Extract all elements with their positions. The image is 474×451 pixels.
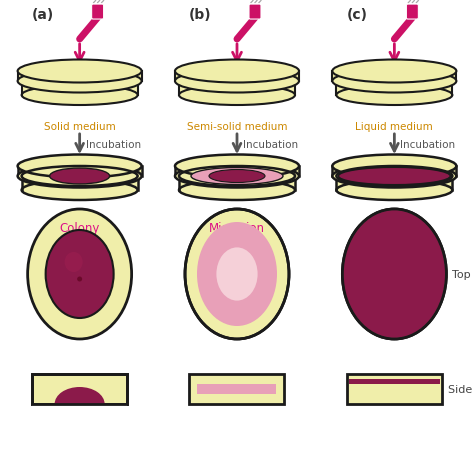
Bar (179, 177, 295, 191)
Ellipse shape (46, 230, 114, 318)
FancyBboxPatch shape (406, 5, 419, 20)
Bar (187, 82, 287, 86)
Bar (332, 72, 456, 82)
Text: Colony: Colony (59, 221, 100, 235)
FancyBboxPatch shape (91, 5, 104, 20)
Text: Liquid medium: Liquid medium (356, 122, 433, 132)
Text: Incubation: Incubation (86, 140, 141, 150)
Ellipse shape (18, 70, 142, 93)
Bar (18, 166, 142, 177)
Ellipse shape (50, 169, 109, 184)
Bar (32, 374, 127, 404)
Ellipse shape (337, 180, 452, 201)
Text: Incubation: Incubation (243, 140, 298, 150)
Ellipse shape (342, 210, 447, 339)
Ellipse shape (179, 72, 295, 92)
Ellipse shape (179, 180, 295, 201)
Ellipse shape (343, 211, 446, 338)
Text: (c): (c) (346, 8, 367, 22)
Bar (347, 374, 442, 404)
Ellipse shape (215, 246, 259, 302)
Text: (a): (a) (32, 8, 54, 22)
Text: Migration: Migration (209, 221, 265, 235)
Bar (22, 177, 137, 191)
Text: Incubation: Incubation (401, 140, 456, 150)
Ellipse shape (337, 86, 452, 106)
Text: (b): (b) (189, 8, 211, 22)
Ellipse shape (191, 168, 283, 185)
Ellipse shape (332, 60, 456, 83)
Ellipse shape (22, 180, 137, 201)
Ellipse shape (30, 74, 129, 90)
Ellipse shape (18, 60, 142, 83)
Bar (337, 82, 452, 96)
Bar (337, 177, 452, 191)
Ellipse shape (209, 170, 265, 183)
Text: Solid medium: Solid medium (44, 122, 116, 132)
Ellipse shape (55, 387, 105, 421)
Ellipse shape (332, 165, 456, 188)
Text: Semi-solid medium: Semi-solid medium (187, 122, 287, 132)
Ellipse shape (337, 72, 452, 92)
Ellipse shape (338, 168, 450, 185)
Ellipse shape (179, 166, 295, 187)
Ellipse shape (185, 210, 289, 339)
Circle shape (77, 277, 82, 282)
Ellipse shape (27, 210, 132, 339)
FancyBboxPatch shape (249, 5, 261, 20)
Ellipse shape (337, 166, 452, 187)
Bar (175, 72, 299, 82)
Bar (332, 166, 456, 177)
Bar (32, 374, 127, 404)
Text: Top view: Top view (452, 269, 474, 279)
Bar (175, 166, 299, 177)
Ellipse shape (22, 86, 137, 106)
Bar (345, 82, 444, 86)
Bar (22, 82, 137, 96)
Ellipse shape (18, 155, 142, 178)
Ellipse shape (345, 74, 444, 90)
Ellipse shape (332, 70, 456, 93)
Text: Pellicle: Pellicle (374, 221, 415, 235)
Ellipse shape (175, 155, 299, 178)
Ellipse shape (197, 222, 277, 326)
Text: Side view: Side view (448, 384, 474, 394)
Ellipse shape (175, 60, 299, 83)
Ellipse shape (18, 165, 142, 188)
Ellipse shape (332, 155, 456, 178)
Ellipse shape (175, 165, 299, 188)
Ellipse shape (175, 70, 299, 93)
Bar (190, 374, 284, 404)
Ellipse shape (22, 72, 137, 92)
Bar (32, 404, 127, 424)
Bar (30, 82, 129, 86)
Bar (18, 72, 142, 82)
Ellipse shape (22, 166, 137, 187)
Bar (349, 379, 440, 384)
Ellipse shape (179, 86, 295, 106)
Bar (179, 82, 295, 96)
Ellipse shape (187, 74, 287, 90)
Ellipse shape (64, 253, 82, 272)
Bar (198, 384, 276, 394)
